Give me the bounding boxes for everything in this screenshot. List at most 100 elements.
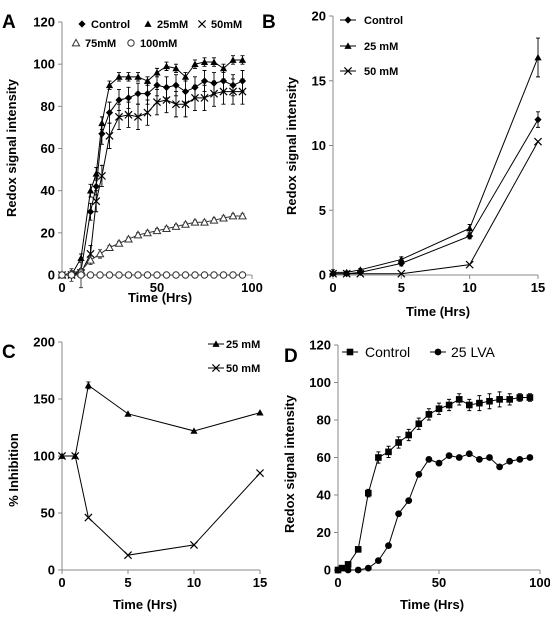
legend-label-25-lva: 25 LVA [451, 344, 496, 360]
data-point [364, 564, 372, 572]
x-tick-label: 100 [241, 280, 263, 295]
data-point [415, 420, 423, 428]
data-point [114, 112, 124, 121]
data-point [534, 116, 542, 124]
data-point [219, 87, 228, 96]
data-point [162, 271, 171, 279]
series-50mm [57, 78, 247, 280]
data-point [171, 221, 181, 230]
panel-b-letter: B [262, 12, 276, 33]
data-point [133, 112, 143, 121]
data-point [375, 557, 382, 565]
data-point [455, 396, 463, 403]
legend-marker [340, 16, 356, 24]
legend-marker [342, 348, 358, 356]
data-point [124, 73, 133, 80]
data-point [506, 396, 513, 403]
data-point [219, 213, 228, 222]
legend-symbol [344, 42, 352, 49]
x-tick-label: 15 [253, 575, 267, 590]
data-point [134, 90, 142, 98]
y-tick-label: 15 [312, 73, 326, 88]
legend-symbol [212, 340, 220, 347]
panel-a-ylabel: Redox signal intensity [4, 78, 19, 217]
data-point [92, 170, 100, 177]
legend-marker [197, 19, 207, 29]
data-point [191, 60, 199, 68]
data-point [105, 242, 114, 251]
panel-b: B Time (Hrs) Redox signal intensity Cont… [262, 9, 545, 320]
x-tick-label: 50 [150, 280, 164, 295]
data-point [425, 411, 433, 418]
data-point [172, 81, 180, 89]
data-point [526, 394, 534, 401]
data-point [219, 64, 228, 72]
data-point [238, 211, 247, 220]
data-point [395, 439, 402, 446]
data-point [496, 463, 503, 471]
data-point [190, 427, 198, 434]
y-tick-label: 5 [319, 203, 326, 218]
data-point [385, 542, 392, 550]
legend-marker [208, 363, 224, 373]
legend-label-50mm: 50 mM [226, 363, 260, 375]
series-25-lva [334, 450, 534, 574]
series-line [333, 57, 539, 273]
data-point [533, 137, 543, 146]
data-point [397, 259, 405, 267]
data-point [354, 566, 362, 574]
y-tick-label: 80 [317, 413, 331, 428]
y-tick-label: 50 [41, 506, 55, 521]
data-point [415, 470, 423, 478]
y-tick-label: 60 [317, 450, 331, 465]
series-50-mm [328, 137, 543, 278]
data-point [344, 566, 352, 574]
data-point [162, 223, 171, 232]
y-tick-label: 40 [41, 183, 55, 198]
data-point [115, 73, 123, 80]
legend-marker [340, 66, 356, 76]
data-point [219, 271, 228, 279]
data-point [124, 234, 133, 243]
data-point [124, 94, 133, 102]
data-point [86, 271, 95, 279]
series-line [62, 91, 243, 276]
data-point [172, 64, 180, 72]
data-point [256, 409, 264, 416]
data-point [200, 93, 209, 102]
legend-entry-25mm: 25 mM [340, 41, 398, 53]
legend-symbol [346, 348, 354, 356]
data-point [189, 540, 199, 549]
series-25-mm [58, 381, 264, 459]
legend-marker [127, 39, 135, 47]
y-tick-label: 40 [317, 488, 331, 503]
panel-c-letter: C [2, 342, 16, 363]
legend-marker [208, 340, 224, 347]
panel-c: C Time (Hrs) % Inhibition 25 mM 50 mM 0 5… [2, 335, 267, 613]
data-point [435, 459, 443, 467]
y-tick-label: 0 [48, 268, 55, 283]
data-point [133, 230, 143, 239]
y-tick-label: 120 [33, 15, 55, 30]
legend-label-control: Control [91, 19, 130, 31]
data-point [95, 249, 105, 258]
y-tick-label: 20 [41, 225, 55, 240]
data-point [86, 249, 95, 258]
data-point [375, 454, 382, 461]
data-point [238, 271, 247, 279]
data-point [134, 73, 142, 80]
data-point [405, 497, 413, 505]
y-tick-label: 0 [48, 563, 55, 578]
data-point [181, 73, 190, 80]
legend-marker [430, 348, 446, 356]
data-point [200, 58, 209, 65]
data-point [395, 510, 402, 518]
data-point [328, 269, 338, 278]
data-point [365, 489, 372, 497]
legend-entry-100mm: 100mM [127, 38, 177, 50]
data-point [435, 405, 443, 413]
legend-symbol [144, 20, 152, 27]
data-point [385, 448, 392, 456]
